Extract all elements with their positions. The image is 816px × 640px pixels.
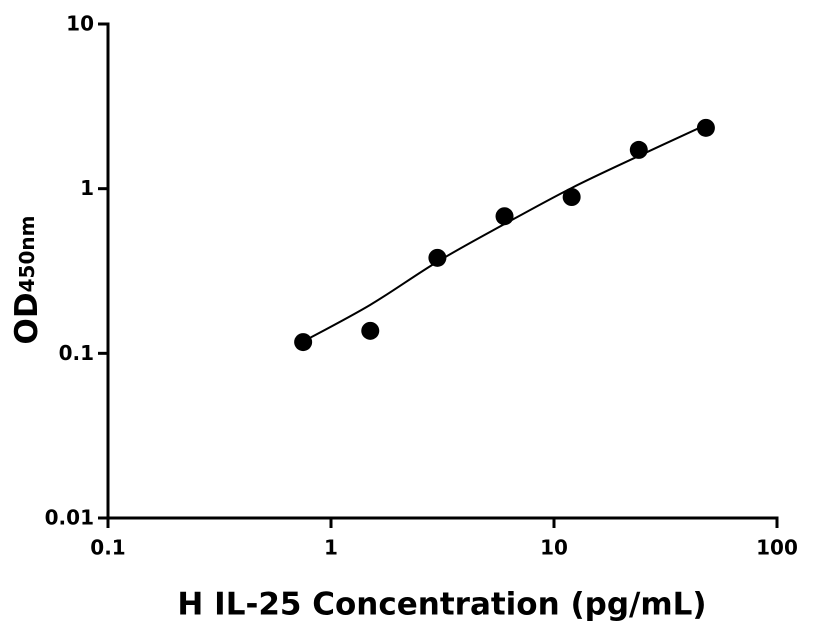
y-axis-title-main: OD [9, 292, 45, 344]
data-point [294, 333, 313, 352]
y-tick-label: 10 [66, 12, 94, 36]
y-axis-title: OD450nm [9, 216, 45, 345]
x-axis-title: H IL-25 Concentration (pg/mL) [177, 587, 706, 623]
x-tick-label: 0.1 [90, 536, 125, 560]
data-point [562, 188, 581, 207]
y-tick-label: 0.1 [59, 341, 94, 365]
x-tick-label: 10 [540, 536, 568, 560]
x-tick-label: 1 [324, 536, 338, 560]
y-axis-title-sub: 450nm [15, 216, 39, 293]
data-point [428, 248, 447, 267]
data-point [361, 321, 380, 340]
x-tick-label: 100 [756, 536, 798, 560]
data-point [696, 118, 715, 137]
y-tick-label: 0.01 [45, 506, 94, 530]
y-tick-label: 1 [80, 176, 94, 200]
data-point [629, 140, 648, 159]
data-point [495, 207, 514, 226]
fit-curve [302, 123, 707, 343]
